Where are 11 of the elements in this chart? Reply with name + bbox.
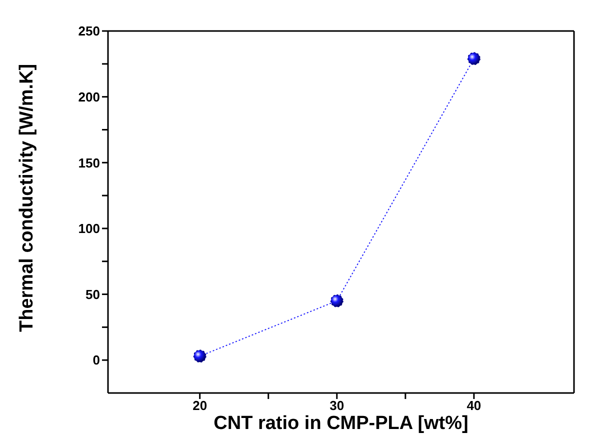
x-tick-label: 30 [330, 398, 344, 414]
y-tick-label: 100 [78, 221, 100, 236]
y-tick-label: 50 [86, 286, 100, 302]
y-tick-label: 200 [78, 89, 100, 104]
x-axis-title: CNT ratio in CMP-PLA [wt%] [214, 413, 468, 434]
y-axis-title: Thermal conductivity [W/m.K] [16, 64, 38, 332]
y-tick-label: 250 [78, 24, 100, 39]
y-tick-label: 150 [78, 155, 100, 170]
y-tick-label: 0 [92, 352, 100, 368]
x-tick-label: 40 [466, 398, 482, 414]
x-tick-label: 20 [192, 398, 208, 414]
